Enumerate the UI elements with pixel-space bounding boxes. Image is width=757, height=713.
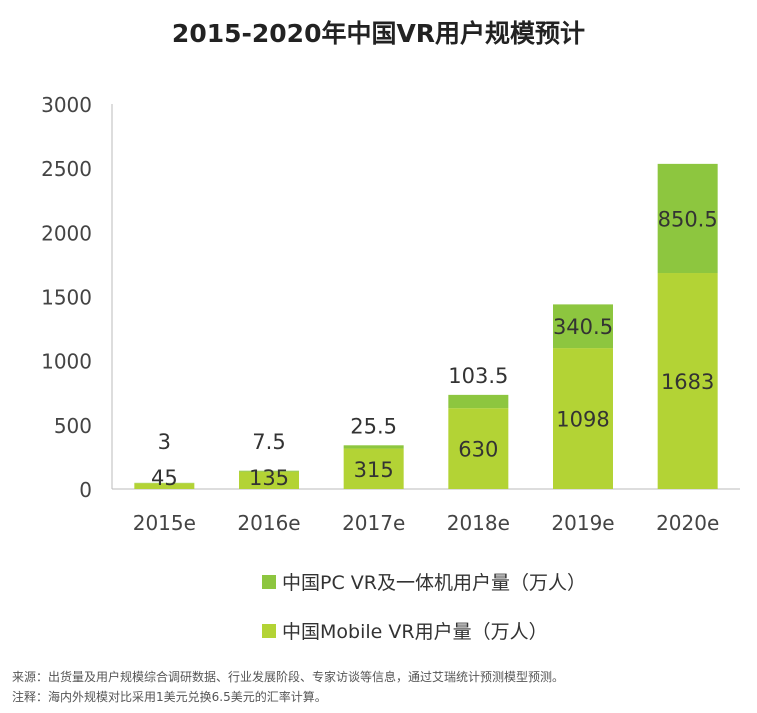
x-tick-label: 2019e [551, 511, 614, 535]
x-tick-label: 2015e [133, 511, 196, 535]
bar-segment-mobile-vr [448, 408, 509, 489]
bars-group: 45 3 135 7.5 315 25.5 630 103.5 1098 340.5 1683 850… [134, 163, 718, 490]
bar-segment-pc-vr [239, 470, 299, 472]
bar-segment-pc-vr [343, 445, 404, 449]
bar-segment-pc-vr [657, 163, 718, 274]
data-label-mobile-vr: 1098 [556, 408, 609, 432]
chart-title: 2015-2020年中国VR用户规模预计 [171, 19, 586, 48]
bar-segment-mobile-vr [134, 483, 195, 489]
data-label-mobile-vr: 315 [354, 458, 394, 482]
y-tick-label: 500 [54, 414, 92, 438]
bar-segment-pc-vr [448, 394, 509, 409]
x-tick-label: 2018e [447, 511, 510, 535]
remark-note: 注释：海内外规模对比采用1美元兑换6.5美元的汇率计算。 [12, 690, 327, 704]
data-label-mobile-vr: 1683 [661, 370, 714, 394]
x-tick-label: 2017e [342, 511, 405, 535]
bar-segment-mobile-vr [553, 348, 613, 489]
bar-segment-pc-vr [553, 304, 613, 349]
y-tick-label: 2000 [41, 221, 92, 245]
x-axis-ticks: 2015e 2016e 2017e 2018e 2019e 2020e [133, 511, 720, 535]
legend-item-mobile-vr: 中国Mobile VR用户量（万人） [262, 617, 548, 644]
y-tick-label: 3000 [41, 93, 92, 117]
legend-swatch-mobile-vr [262, 623, 276, 638]
legend-swatch-pc-vr [262, 574, 276, 589]
y-tick-label: 2500 [41, 157, 92, 181]
data-label-pc-vr: 850.5 [658, 207, 718, 231]
data-label-mobile-vr: 135 [249, 466, 289, 490]
bar-segment-mobile-vr [657, 273, 718, 489]
source-note: 来源：出货量及用户规模综合调研数据、行业发展阶段、专家访谈等信息，通过艾瑞统计预… [12, 670, 565, 684]
y-tick-label: 0 [79, 478, 92, 502]
data-label-pc-vr: 340.5 [553, 315, 613, 339]
y-tick-label: 1500 [41, 286, 92, 310]
bar-segment-mobile-vr [343, 448, 404, 489]
data-label-mobile-vr: 45 [151, 466, 178, 490]
legend-item-pc-vr: 中国PC VR及一体机用户量（万人） [262, 568, 586, 595]
data-label-pc-vr: 25.5 [350, 414, 397, 438]
data-label-pc-vr: 7.5 [252, 430, 285, 454]
data-label-pc-vr: 103.5 [448, 364, 508, 388]
x-tick-label: 2016e [237, 511, 300, 535]
data-label-pc-vr: 3 [158, 430, 171, 454]
data-label-mobile-vr: 630 [458, 438, 498, 462]
x-tick-label: 2020e [656, 511, 719, 535]
bar-segment-mobile-vr [239, 471, 299, 489]
y-tick-label: 1000 [41, 350, 92, 374]
legend-label-pc-vr: 中国PC VR及一体机用户量（万人） [282, 572, 586, 594]
y-axis-ticks: 0 500 1000 1500 2000 2500 3000 [41, 93, 92, 502]
legend-label-mobile-vr: 中国Mobile VR用户量（万人） [282, 621, 548, 643]
